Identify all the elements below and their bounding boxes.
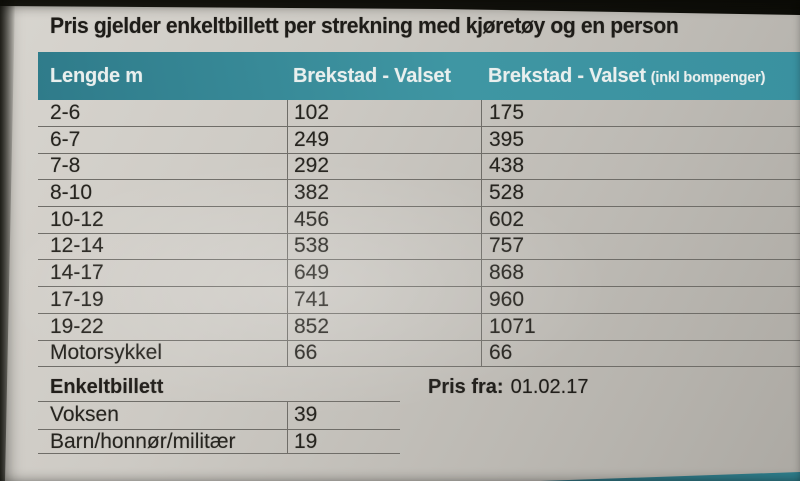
lengde-cell: 6-7 [38, 127, 287, 154]
price-cell: 456 [287, 206, 481, 234]
price-cell: 66 [287, 340, 481, 368]
price-cell: 852 [287, 313, 481, 341]
lengde-cell: 8-10 [38, 180, 287, 208]
price-cell: 538 [287, 233, 481, 261]
single-ticket-table: Enkeltbillett Voksen 39 Barn/honnør/mili… [38, 374, 400, 454]
table-row: 7-8 292 438 [38, 153, 800, 181]
table-row: 17-19 741 960 [38, 286, 800, 314]
price-cell: 292 [287, 153, 481, 181]
price-toll-cell: 528 [481, 180, 800, 208]
lengde-cell: 7-8 [38, 153, 287, 181]
table-row: Barn/honnør/militær 19 [38, 430, 400, 454]
table-row: 8-10 382 528 [38, 180, 800, 208]
table-row: Motorsykkel 66 66 [38, 340, 800, 368]
table-row: Voksen 39 [38, 402, 400, 430]
table-row: 12-14 538 757 [38, 233, 800, 261]
lengde-cell: 17-19 [38, 287, 287, 314]
lengde-cell: Motorsykkel [38, 340, 287, 368]
table-row: 6-7 249 395 [38, 126, 800, 154]
price-cell: 249 [287, 126, 481, 154]
price-toll-cell: 395 [481, 126, 800, 154]
lengde-cell: 14-17 [38, 260, 287, 288]
ticket-price-cell: 19 [287, 430, 400, 454]
table-row: 2-6 102 175 [38, 100, 800, 127]
table-row: 19-22 852 1071 [38, 313, 800, 341]
lengde-cell: 2-6 [38, 100, 287, 127]
price-cell: 382 [287, 180, 481, 208]
ticket-type-cell: Voksen [38, 402, 287, 430]
valid-from: Pris fra: 01.02.17 [428, 376, 588, 399]
price-toll-cell: 1071 [481, 313, 800, 341]
price-toll-cell: 757 [481, 233, 800, 261]
price-cell: 741 [287, 286, 481, 314]
price-table: Lengde m Brekstad - Valset Brekstad - Va… [38, 52, 800, 368]
column-header-route-toll-main: Brekstad - Valset [488, 64, 646, 87]
price-toll-cell: 868 [481, 260, 800, 288]
lengde-cell: 19-22 [38, 314, 287, 341]
teal-footer-band-edge [540, 472, 800, 481]
valid-from-date: 01.02.17 [510, 376, 589, 398]
valid-from-label: Pris fra: [428, 376, 504, 398]
page-title: Pris gjelder enkeltbillett per strekning… [50, 13, 679, 38]
price-table-body: 2-6 102 175 6-7 249 395 7-8 292 438 8-10… [38, 100, 800, 368]
lengde-cell: 12-14 [38, 233, 287, 261]
ticket-price-cell: 39 [287, 402, 400, 430]
column-header-toll-note: (inkl bompenger) [650, 69, 766, 86]
price-toll-cell: 602 [481, 206, 800, 234]
single-ticket-heading: Enkeltbillett [38, 374, 400, 402]
column-header-route-toll: Brekstad - Valset (inkl bompenger) [481, 65, 800, 88]
price-cell: 102 [287, 100, 481, 127]
price-table-header: Lengde m Brekstad - Valset Brekstad - Va… [38, 52, 800, 100]
column-header-lengde: Lengde m [50, 64, 143, 87]
price-toll-cell: 960 [481, 286, 800, 314]
price-toll-cell: 66 [481, 340, 800, 368]
column-header-route: Brekstad - Valset [293, 64, 451, 87]
ticket-type-cell: Barn/honnør/militær [38, 430, 287, 454]
price-toll-cell: 438 [481, 153, 800, 181]
table-row: 14-17 649 868 [38, 260, 800, 288]
lengde-cell: 10-12 [38, 207, 287, 234]
table-row: 10-12 456 602 [38, 206, 800, 234]
price-cell: 649 [287, 260, 481, 288]
price-toll-cell: 175 [481, 100, 800, 127]
